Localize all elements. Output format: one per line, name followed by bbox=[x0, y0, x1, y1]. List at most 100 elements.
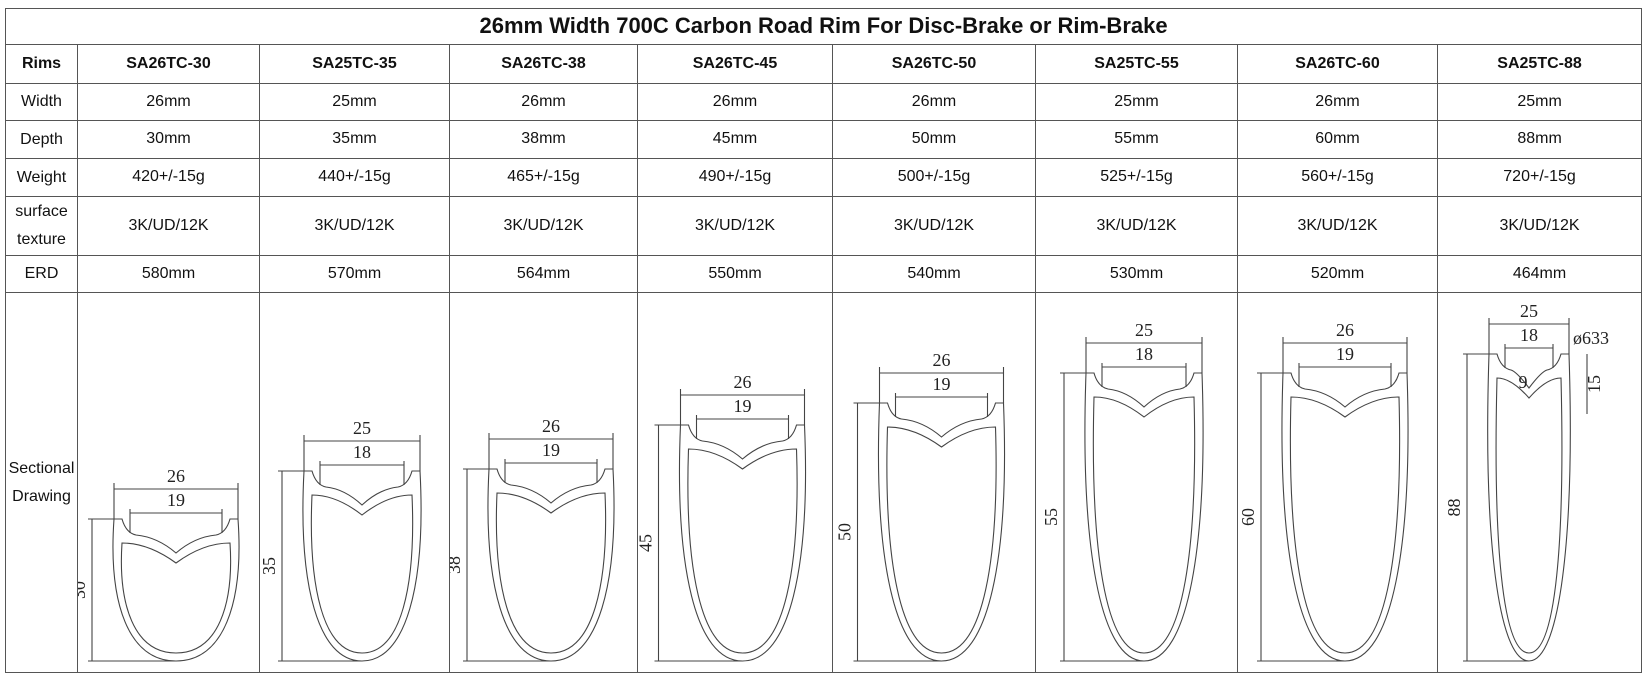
rim-outline bbox=[1281, 371, 1409, 662]
rim-drawing: 26 19 38 bbox=[450, 416, 615, 662]
value-cell: 26mm bbox=[449, 83, 638, 121]
rim-drawing: 26 19 50 bbox=[835, 350, 1006, 662]
inner-width-label: 18 bbox=[1135, 344, 1153, 364]
data-row: ERD 580mm 570mm 564mm 550mm 540mm 530mm 520mm 46… bbox=[5, 255, 1643, 293]
rim-outline bbox=[877, 401, 1006, 662]
value-cell: 3K/UD/12K bbox=[832, 196, 1036, 256]
value-cell: 580mm bbox=[77, 255, 260, 293]
spec-table: 26mm Width 700C Carbon Road Rim For Disc… bbox=[4, 8, 1643, 673]
depth-label: 35 bbox=[260, 557, 279, 575]
value-cell: 3K/UD/12K bbox=[449, 196, 638, 256]
outer-width-label: 26 bbox=[933, 350, 951, 370]
value-cell: 60mm bbox=[1237, 120, 1438, 159]
value-cell: 420+/-15g bbox=[77, 158, 260, 197]
inner-width-label: 19 bbox=[933, 374, 951, 394]
extra-label: 9 bbox=[1519, 372, 1528, 392]
value-cell: 38mm bbox=[449, 120, 638, 159]
value-cell: 26mm bbox=[1237, 83, 1438, 121]
row-label: Depth bbox=[5, 120, 78, 159]
drawing-cell: 26 19 30 bbox=[77, 292, 260, 673]
rim-outline bbox=[1487, 352, 1571, 662]
value-cell: 570mm bbox=[259, 255, 450, 293]
value-cell: 26mm bbox=[77, 83, 260, 121]
inner-width-label: 19 bbox=[542, 440, 560, 460]
header-row: Rims SA26TC-30 SA25TC-35 SA26TC-38 SA26TC-45… bbox=[5, 44, 1643, 84]
header-cell: SA25TC-55 bbox=[1035, 44, 1238, 84]
value-cell: 50mm bbox=[832, 120, 1036, 159]
value-cell: 26mm bbox=[637, 83, 833, 121]
outer-width-label: 25 bbox=[1135, 320, 1153, 340]
data-row: Weight 420+/-15g 440+/-15g 465+/-15g 490+/-1… bbox=[5, 158, 1643, 197]
data-row: Depth 30mm 35mm 38mm 45mm 50mm 55mm 60mm 88mm bbox=[5, 120, 1643, 159]
rim-drawing: 25 18 35 bbox=[260, 418, 422, 662]
header-cell: SA26TC-50 bbox=[832, 44, 1036, 84]
row-label: Weight bbox=[5, 158, 78, 197]
drawing-cell: 25 18 55 bbox=[1035, 292, 1238, 673]
drawing-cell: 25 18 88 9 15 ø633 bbox=[1436, 292, 1643, 673]
rim-inner bbox=[1092, 395, 1196, 654]
value-cell: 26mm bbox=[832, 83, 1036, 121]
value-cell: 3K/UD/12K bbox=[1436, 196, 1643, 256]
value-cell: 490+/-15g bbox=[637, 158, 833, 197]
header-cell: SA25TC-88 bbox=[1436, 44, 1643, 84]
inner-width-label: 18 bbox=[353, 442, 371, 462]
depth-label: 55 bbox=[1041, 508, 1061, 526]
value-cell: 530mm bbox=[1035, 255, 1238, 293]
outer-width-label: 26 bbox=[167, 466, 185, 486]
value-cell: 35mm bbox=[259, 120, 450, 159]
value-cell: 3K/UD/12K bbox=[1035, 196, 1238, 256]
inner-width-label: 18 bbox=[1520, 325, 1538, 345]
value-cell: 540mm bbox=[832, 255, 1036, 293]
inner-width-label: 19 bbox=[167, 490, 185, 510]
value-cell: 464mm bbox=[1436, 255, 1643, 293]
table-title: 26mm Width 700C Carbon Road Rim For Disc… bbox=[4, 8, 1643, 45]
header-cell: SA26TC-45 bbox=[637, 44, 833, 84]
rim-inner bbox=[495, 491, 607, 654]
header-cell: SA26TC-60 bbox=[1237, 44, 1438, 84]
value-cell: 3K/UD/12K bbox=[1237, 196, 1438, 256]
value-cell: 30mm bbox=[77, 120, 260, 159]
value-cell: 25mm bbox=[1436, 83, 1643, 121]
header-cell: SA26TC-38 bbox=[449, 44, 638, 84]
rim-inner bbox=[687, 447, 798, 654]
inner-width-label: 19 bbox=[734, 396, 752, 416]
rim-inner bbox=[886, 425, 997, 654]
value-cell: 55mm bbox=[1035, 120, 1238, 159]
value-cell: 25mm bbox=[259, 83, 450, 121]
drawing-cell: 26 19 60 bbox=[1237, 292, 1438, 673]
value-cell: 520mm bbox=[1237, 255, 1438, 293]
rim-drawing: 25 18 88 9 15 ø633 bbox=[1444, 301, 1609, 662]
outer-width-label: 26 bbox=[542, 416, 560, 436]
value-cell: 45mm bbox=[637, 120, 833, 159]
value-cell: 88mm bbox=[1436, 120, 1643, 159]
depth-label: 50 bbox=[835, 523, 855, 541]
header-cell: Rims bbox=[5, 44, 78, 84]
rim-drawing: 26 19 45 bbox=[638, 372, 807, 662]
extra-label: 15 bbox=[1584, 375, 1604, 393]
value-cell: 3K/UD/12K bbox=[77, 196, 260, 256]
rim-outline bbox=[302, 469, 422, 662]
drawing-row: Sectional Drawing 26 19 30 25 18 35 26 19 38 26 19 4… bbox=[5, 292, 1643, 673]
rim-outline bbox=[678, 423, 807, 662]
extra-label: ø633 bbox=[1573, 328, 1609, 348]
value-cell: 25mm bbox=[1035, 83, 1238, 121]
outer-width-label: 26 bbox=[1336, 320, 1354, 340]
rim-drawing: 26 19 60 bbox=[1238, 320, 1409, 662]
value-cell: 525+/-15g bbox=[1035, 158, 1238, 197]
row-label: Width bbox=[5, 83, 78, 121]
depth-label: 30 bbox=[78, 581, 89, 599]
header-cell: SA25TC-35 bbox=[259, 44, 450, 84]
outer-width-label: 25 bbox=[353, 418, 371, 438]
rim-drawing: 26 19 30 bbox=[78, 466, 240, 662]
depth-label: 88 bbox=[1444, 498, 1464, 516]
rim-outline bbox=[1084, 371, 1204, 662]
value-cell: 550mm bbox=[637, 255, 833, 293]
depth-label: 60 bbox=[1238, 508, 1258, 526]
outer-width-label: 25 bbox=[1520, 301, 1538, 321]
row-label: surface texture bbox=[5, 196, 78, 256]
header-cell: SA26TC-30 bbox=[77, 44, 260, 84]
rim-inner bbox=[1289, 395, 1401, 654]
drawing-cell: 26 19 50 bbox=[832, 292, 1036, 673]
depth-label: 38 bbox=[450, 556, 464, 574]
data-row: surface texture 3K/UD/12K 3K/UD/12K 3K/UD/1… bbox=[5, 196, 1643, 256]
